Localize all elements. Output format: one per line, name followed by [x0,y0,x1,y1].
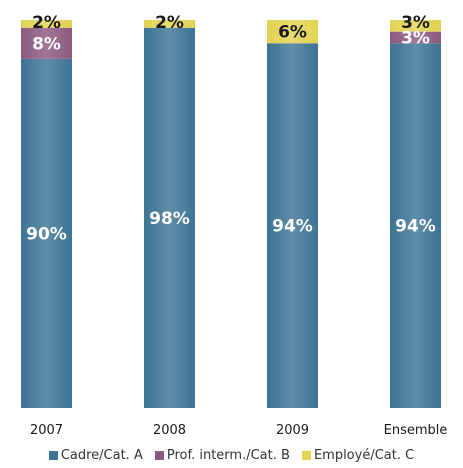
bar-sheen-cadre-2009 [267,43,318,408]
data-label-employe-ensemble: 3% [401,13,430,33]
bar-sheen-employe-ensemble [390,20,441,32]
legend-label-cadre: Cadre/Cat. A [60,447,143,463]
legend-swatch-employe [301,450,311,460]
legend-item-cadre: Cadre/Cat. A [48,447,143,463]
legend-swatch-cadre [48,450,58,460]
x-tick-label-ensemble: Ensemble [384,423,448,438]
bar-sheen-employe-2009 [267,20,318,44]
chart-legend: Cadre/Cat. A Prof. interm./Cat. B Employ… [0,444,463,466]
data-label-prof-interm-2007: 8% [32,34,61,54]
x-tick-label-2007: 2007 [30,423,63,438]
x-tick-label-2009: 2009 [276,423,309,438]
x-tick-label-2008: 2008 [153,423,186,438]
bar-sheen-employe-2007 [21,20,72,28]
data-label-cadre-ensemble: 94% [395,217,436,237]
bar-sheen-cadre-2008 [144,27,195,408]
data-label-cadre-2007: 90% [26,224,67,244]
legend-swatch-prof-interm [154,450,164,460]
data-label-prof-interm-ensemble: 3% [401,28,430,48]
legend-label-prof-interm: Prof. interm./Cat. B [166,447,290,463]
bar-sheen-prof-interm-ensemble [390,31,441,44]
data-label-cadre-2009: 94% [272,217,313,237]
data-label-employe-2009: 6% [278,23,307,43]
bar-sheen-cadre-2007 [21,58,72,409]
bar-sheen-prof-interm-2007 [21,27,72,59]
legend-item-prof-interm: Prof. interm./Cat. B [154,447,290,463]
bar-sheen-cadre-ensemble [390,43,441,408]
data-label-employe-2008: 2% [155,13,184,33]
legend-item-employe: Employé/Cat. C [301,447,415,463]
bar-sheen-employe-2008 [144,20,195,28]
data-label-employe-2007: 2% [32,13,61,33]
legend-label-employe: Employé/Cat. C [313,447,415,463]
data-label-cadre-2008: 98% [149,209,190,229]
